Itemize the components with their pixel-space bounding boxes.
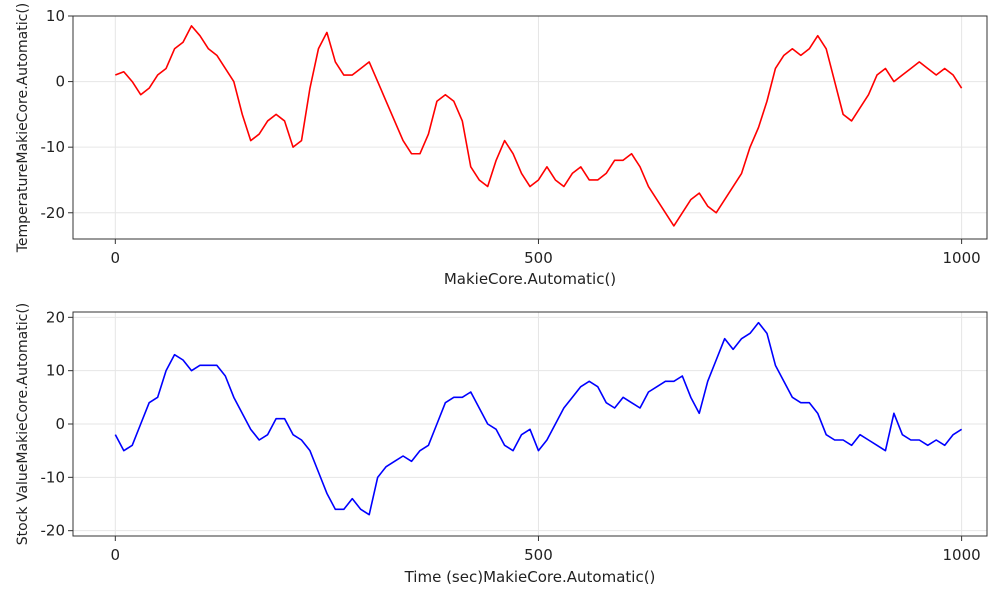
y-axis-label: Stock ValueMakieCore.Automatic() bbox=[15, 303, 31, 545]
y-tick-label: -10 bbox=[41, 468, 66, 486]
y-tick-label: -20 bbox=[41, 204, 66, 222]
y-tick-label: -10 bbox=[41, 138, 66, 156]
chart-panel-1: 0 500 1000 10 0 -10 -20 MakieCore.Automatic() Te… bbox=[15, 3, 988, 288]
x-tick-label: 1000 bbox=[943, 546, 981, 564]
plot-area bbox=[73, 16, 987, 239]
x-tick-label: 0 bbox=[111, 249, 121, 267]
chart-panel-2: 0 500 1000 20 10 0 -10 -20 Time (sec)MakieCore.A… bbox=[15, 303, 988, 586]
y-tick-label: 0 bbox=[55, 73, 65, 91]
y-tick-label: 20 bbox=[46, 308, 65, 326]
x-axis-label: MakieCore.Automatic() bbox=[444, 270, 616, 288]
plot-frame bbox=[72, 15, 988, 240]
y-tick-label: 10 bbox=[46, 7, 65, 25]
x-axis-label: Time (sec)MakieCore.Automatic() bbox=[404, 568, 656, 586]
y-axis-label: TemperatureMakieCore.Automatic() bbox=[15, 3, 31, 254]
x-tick-label: 500 bbox=[524, 546, 553, 564]
x-tick-label: 1000 bbox=[943, 249, 981, 267]
x-tick-label: 0 bbox=[111, 546, 121, 564]
series-line-1 bbox=[114, 321, 963, 516]
y-tick-label: -20 bbox=[41, 522, 66, 540]
y-tick-label: 0 bbox=[55, 415, 65, 433]
series-line-1 bbox=[115, 25, 963, 227]
y-tick-label: 10 bbox=[46, 362, 65, 380]
x-tick-label: 500 bbox=[524, 249, 553, 267]
